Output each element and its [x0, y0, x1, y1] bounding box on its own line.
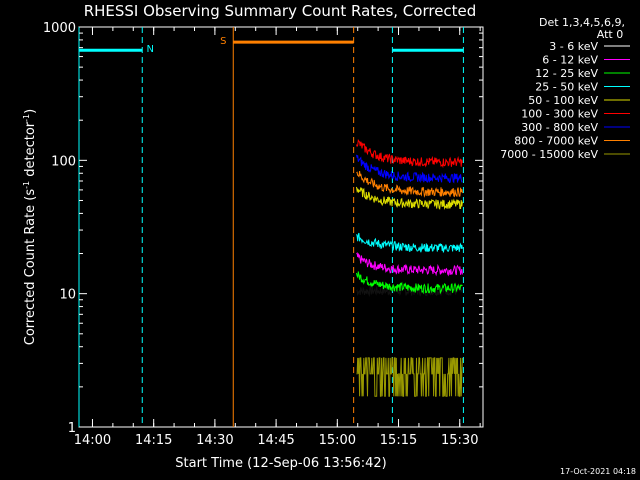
y-tick-label: 1000	[43, 21, 76, 36]
y-label-sup2: -1	[22, 114, 31, 122]
legend-label-3: 12 - 25 keV	[535, 67, 598, 80]
legend-header-1: Det 1,3,4,5,6,9,	[539, 16, 625, 29]
legend-label-7: 300 - 800 keV	[521, 121, 598, 134]
x-tick-label: 15:30	[441, 433, 478, 448]
series-line-3	[356, 271, 463, 295]
y-tick-label: 1	[68, 421, 76, 436]
series-line-6	[356, 139, 463, 169]
annotation-label-S: S	[220, 36, 226, 47]
y-axis-label-group: Corrected Count Rate (s-1 detector-1)	[22, 109, 38, 345]
legend-header-2: Att 0	[597, 28, 623, 41]
legend-label-1: 3 - 6 keV	[549, 40, 598, 53]
legend-label-2: 6 - 12 keV	[542, 54, 598, 67]
legend-label-6: 100 - 300 keV	[521, 108, 598, 121]
plot-area: NS	[78, 26, 484, 428]
legend-label-5: 50 - 100 keV	[528, 94, 598, 107]
series-line-8	[356, 171, 463, 198]
legend-label-8: 800 - 7000 keV	[514, 135, 598, 148]
x-tick-label: 14:45	[257, 433, 294, 448]
footer-timestamp: 17-Oct-2021 04:18	[560, 467, 636, 476]
series-line-7	[356, 154, 463, 184]
chart-title: RHESSI Observing Summary Count Rates, Co…	[84, 2, 477, 20]
x-tick-label: 15:15	[380, 433, 417, 448]
series-line-9	[356, 357, 463, 397]
legend-label-4: 25 - 50 keV	[535, 81, 598, 94]
y-label-mid: detector	[23, 121, 38, 181]
x-tick-label: 14:30	[196, 433, 233, 448]
x-axis: 14:00 14:15 14:30 14:45 15:00 15:15 15:30	[74, 27, 481, 448]
series-line-5	[356, 186, 463, 211]
y-axis-label: Corrected Count Rate (s-1 detector-1)	[22, 109, 38, 345]
y-tick-label: 100	[51, 154, 76, 169]
x-tick-label: 15:00	[319, 433, 356, 448]
series-line-1	[356, 285, 463, 298]
x-tick-label: 14:00	[74, 433, 111, 448]
series-line-2	[356, 252, 463, 277]
y-tick-label: 10	[59, 288, 76, 303]
annotation-label-N: N	[147, 44, 154, 55]
y-label-sup1: -1	[22, 181, 31, 189]
y-label-end: )	[23, 109, 38, 114]
legend-label-9: 7000 - 15000 keV	[500, 148, 598, 161]
x-tick-label: 14:15	[135, 433, 172, 448]
series-line-4	[356, 232, 463, 253]
x-axis-label: Start Time (12-Sep-06 13:56:42)	[175, 456, 386, 471]
y-label-main: Corrected Count Rate (s	[23, 189, 38, 346]
y-axis: 1 10 100 1000	[43, 21, 483, 436]
